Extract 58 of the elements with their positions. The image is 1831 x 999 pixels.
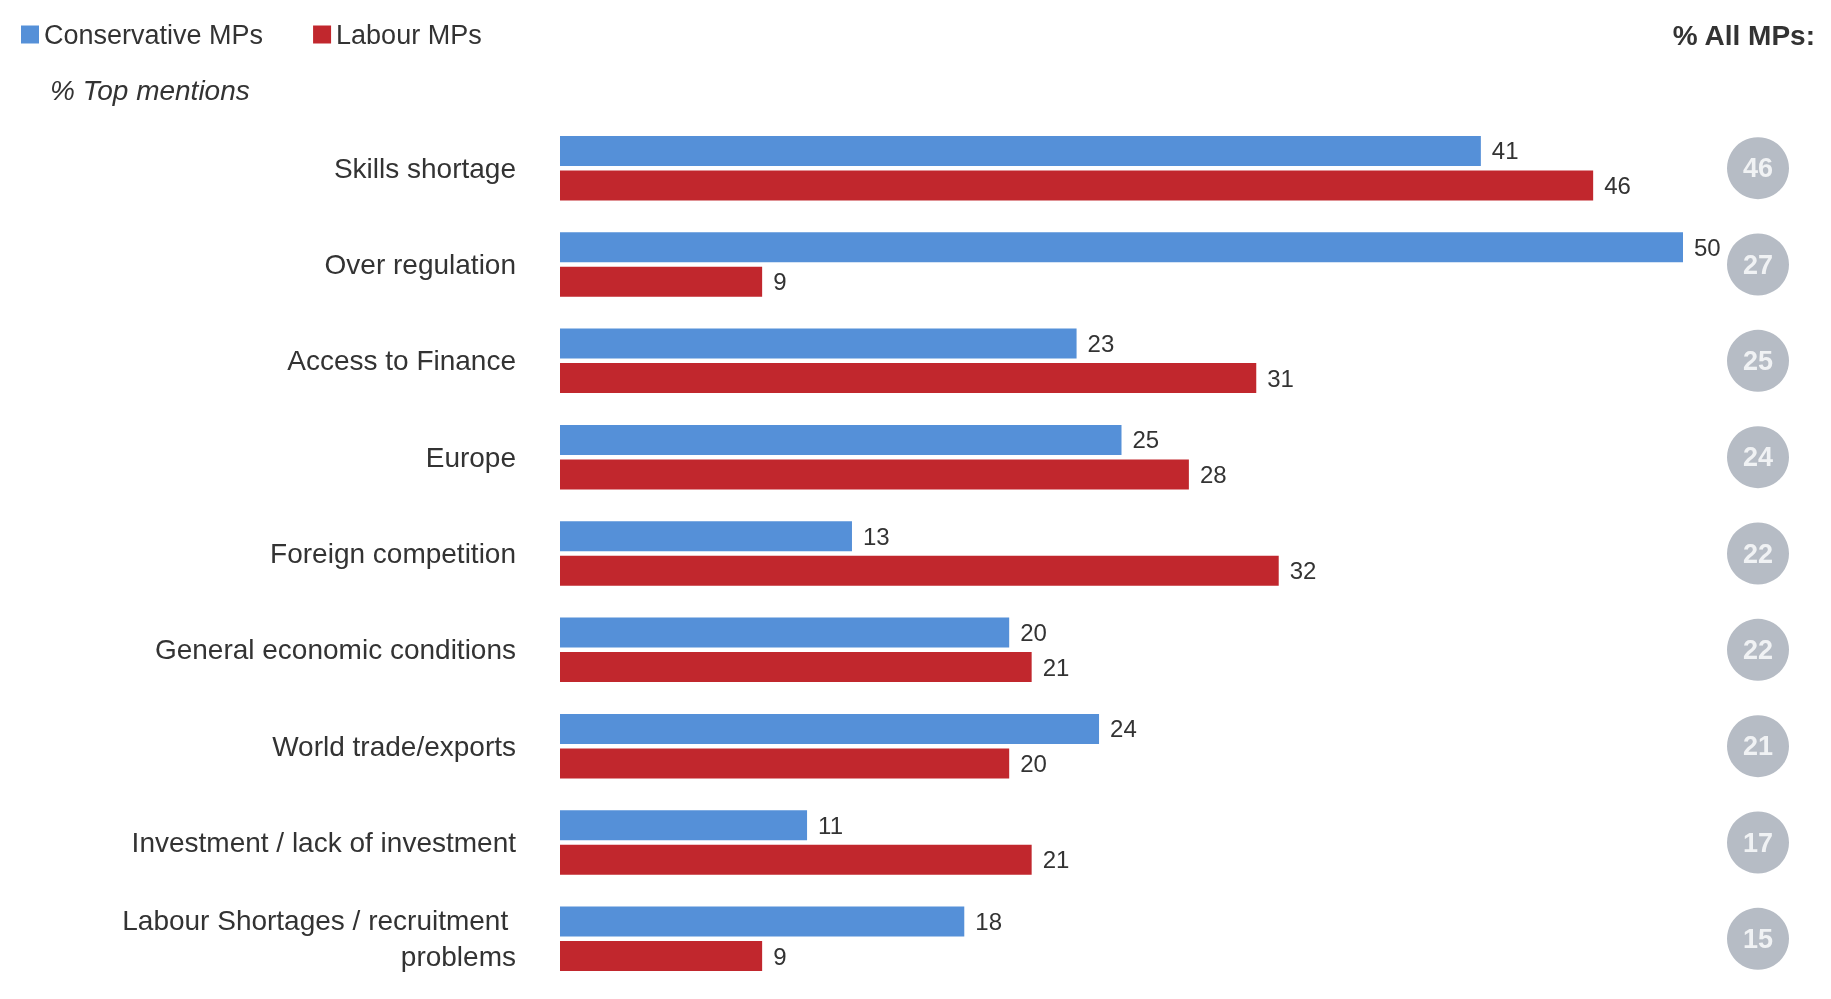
text: 22 — [1742, 538, 1774, 569]
text: 24 — [1742, 442, 1774, 473]
bar — [560, 521, 852, 552]
bar — [560, 713, 1100, 744]
bar — [560, 810, 808, 841]
data-label: 23 — [1087, 330, 1115, 358]
bar — [560, 363, 1257, 394]
text: 17 — [1742, 827, 1774, 858]
bar — [560, 748, 1010, 779]
bar — [560, 170, 1594, 201]
bar — [560, 266, 763, 297]
data-label: 46 — [1604, 171, 1631, 199]
bar — [560, 328, 1077, 359]
y-tick-label: Over regulation — [324, 249, 516, 280]
data-label: 20 — [1020, 619, 1047, 647]
y-tick-label: World trade/exports — [272, 730, 516, 762]
text: 27 — [1742, 249, 1774, 280]
bar — [560, 232, 1683, 263]
data-label: 32 — [1289, 557, 1317, 585]
text: 46 — [1742, 153, 1774, 184]
data-label: 18 — [975, 908, 1002, 936]
bar — [560, 652, 1032, 683]
data-label: 50 — [1694, 233, 1721, 261]
y-axis-title: % Top mentions — [50, 74, 250, 106]
y-tick-label: Europe — [425, 441, 516, 473]
legend-label: Labour MPs — [336, 19, 482, 50]
data-label: 41 — [1491, 137, 1519, 165]
y-tick-label: Access to Finance — [287, 345, 516, 377]
bar — [560, 941, 763, 972]
data-label: 11 — [818, 811, 843, 839]
text: 25 — [1742, 345, 1774, 376]
bar — [560, 135, 1481, 166]
text: 21 — [1742, 731, 1774, 762]
bar — [560, 555, 1279, 586]
text: % All MPs: — [1672, 19, 1815, 51]
y-tick-label: Skills shortage — [333, 152, 516, 184]
text: 22 — [1742, 634, 1774, 665]
y-tick-label: Investment / lack of investment — [131, 827, 517, 858]
data-label: 28 — [1199, 460, 1227, 488]
bar — [560, 906, 965, 937]
bar — [560, 844, 1032, 875]
bar — [560, 424, 1122, 455]
data-label: 20 — [1020, 749, 1047, 777]
data-label: 24 — [1110, 715, 1137, 743]
bar — [560, 617, 1010, 648]
data-label: 21 — [1042, 846, 1070, 874]
data-label: 13 — [862, 522, 890, 550]
y-tick-label: Foreign competition — [270, 538, 516, 569]
y-tick-label: Labour Shortages / recruitment problems — [122, 905, 516, 973]
data-label: 25 — [1132, 426, 1160, 454]
y-tick-label: General economic conditions — [154, 634, 516, 666]
data-label: 31 — [1267, 364, 1294, 392]
data-label: 9 — [773, 942, 787, 970]
text: 15 — [1742, 923, 1774, 954]
data-label: 21 — [1042, 653, 1070, 681]
bar — [560, 459, 1189, 490]
data-label: 9 — [773, 268, 787, 296]
legend-label: Conservative MPs — [44, 19, 264, 50]
